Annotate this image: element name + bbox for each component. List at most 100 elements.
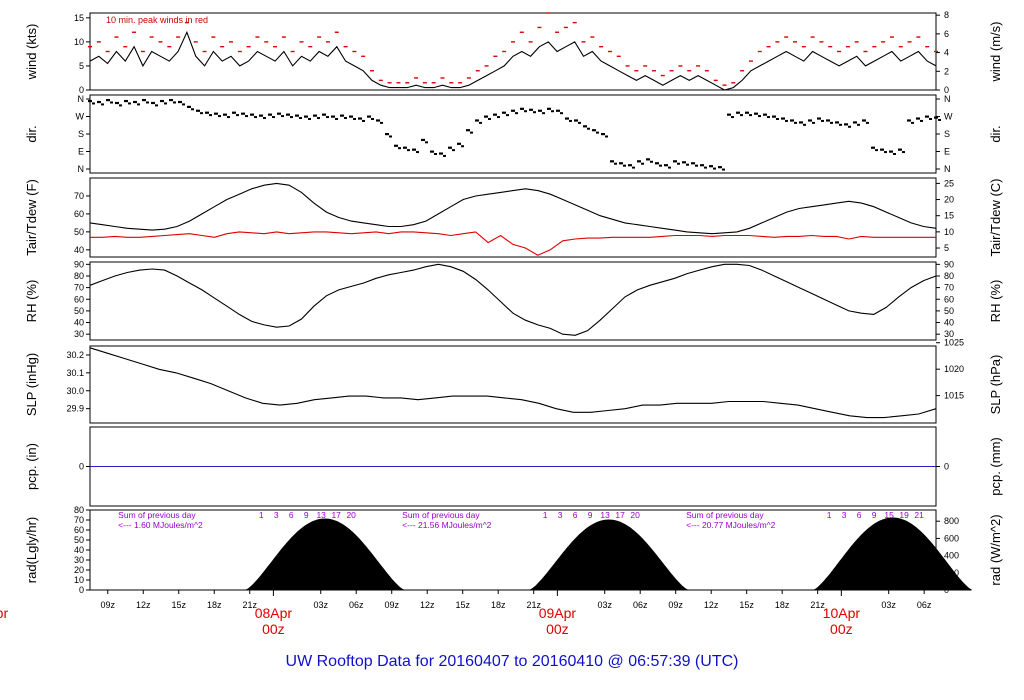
time-tick-label: 18z xyxy=(775,600,790,610)
dir-point xyxy=(340,114,344,117)
radiation-sum-note: Sum of previous day xyxy=(402,510,480,520)
dir-point xyxy=(911,121,914,124)
dir-point xyxy=(353,118,356,120)
dir-point xyxy=(236,114,239,117)
radiation-local-hour: 1 xyxy=(827,510,832,520)
radiation-ytick-label: 50 xyxy=(74,535,84,545)
dir-point xyxy=(709,165,713,168)
dir-point xyxy=(848,125,851,128)
radiation-local-hour: 9 xyxy=(588,510,593,520)
dir-point xyxy=(461,145,464,148)
dir-point xyxy=(430,150,434,153)
dir-point xyxy=(866,121,869,124)
dir-point xyxy=(605,135,608,138)
dir-point xyxy=(574,119,578,122)
radiation-local-hour: 19 xyxy=(899,510,909,520)
dir-point xyxy=(416,151,419,154)
dir-point xyxy=(920,119,923,122)
dir-point xyxy=(632,166,635,169)
radiation-sum-value: <--- 21.56 MJoules/m^2 xyxy=(402,520,492,530)
time-tick-label: 06z xyxy=(917,600,932,610)
rh-ytick-label: 90 xyxy=(74,259,84,269)
time-tick-label: 06z xyxy=(633,600,648,610)
slp-ytick-right-label: 1025 xyxy=(944,338,964,348)
dir-point xyxy=(452,149,455,152)
dir-point xyxy=(439,152,443,155)
dir-point xyxy=(749,114,752,117)
dir-point xyxy=(938,118,941,121)
dir-point xyxy=(232,111,236,114)
dir-point xyxy=(596,131,599,134)
radiation-ylabel-right: rad (W/m^2) xyxy=(988,514,1003,585)
dir-point xyxy=(614,162,617,165)
dir-point xyxy=(376,119,380,122)
wind-ytick-label: 10 xyxy=(74,37,84,47)
radiation-local-hour: 6 xyxy=(573,510,578,520)
dir-point xyxy=(745,111,749,114)
dir-point xyxy=(326,116,329,119)
dir-point xyxy=(898,148,902,151)
day-label-date: 10Apr xyxy=(823,605,861,621)
radiation-ytick-label: 30 xyxy=(74,555,84,565)
radiation-local-hour: 3 xyxy=(558,510,563,520)
dir-point xyxy=(272,116,275,119)
dir-point xyxy=(106,98,110,102)
temperature-ylabel-right: Tair/Tdew (C) xyxy=(988,178,1003,256)
day-label-date: 08Apr xyxy=(255,605,293,621)
precip-ytick-label: 0 xyxy=(79,462,84,472)
dir-point xyxy=(682,161,686,164)
dir-frame xyxy=(89,94,937,174)
wind-annotation: 10 min. peak winds in red xyxy=(106,15,208,25)
rh-frame xyxy=(89,261,937,341)
radiation-local-hour: 21 xyxy=(914,510,924,520)
dir-point xyxy=(790,119,794,122)
rh-series-line xyxy=(89,263,937,336)
dir-point xyxy=(205,111,209,114)
slp-series-line xyxy=(89,347,937,419)
dir-point xyxy=(776,118,779,120)
dir-point xyxy=(902,151,905,154)
day-label-hour: 00z xyxy=(546,621,569,637)
radiation-frame xyxy=(89,509,937,591)
dir-point xyxy=(362,119,365,122)
time-tick-label: 21z xyxy=(526,600,541,610)
temperature-ytick-right-label: 25 xyxy=(944,178,954,188)
dir-point xyxy=(227,116,230,119)
wind-ytick-right-label: 2 xyxy=(944,66,949,76)
dir-point xyxy=(443,154,446,157)
dir-point xyxy=(637,160,641,163)
slp-ytick-label: 30.1 xyxy=(66,368,84,378)
dir-point xyxy=(619,162,623,165)
dir-point xyxy=(394,144,398,147)
radiation-ylabel: rad(Lgly/hr) xyxy=(24,517,39,583)
dir-point xyxy=(290,116,293,119)
slp-ytick-right-label: 1020 xyxy=(944,364,964,374)
dir-point xyxy=(659,164,662,167)
temperature-ytick-right-label: 10 xyxy=(944,227,954,237)
rh-ylabel: RH (%) xyxy=(24,280,39,323)
time-tick-label: 09z xyxy=(668,600,683,610)
dir-ylabel-right: dir. xyxy=(988,125,1003,142)
radiation-local-hour: 6 xyxy=(289,510,294,520)
dir-point xyxy=(718,166,722,169)
radiation-local-hour: 17 xyxy=(615,510,625,520)
dir-point xyxy=(146,101,149,104)
day-label-hour: 00z xyxy=(830,621,853,637)
dir-point xyxy=(425,141,428,144)
dir-ytick-label: N xyxy=(78,94,85,104)
radiation-sum-value: <--- 20.77 MJoules/m^2 xyxy=(686,520,776,530)
dir-point xyxy=(736,111,740,114)
radiation-ytick-label: 40 xyxy=(74,545,84,555)
dir-ytick-right-label: W xyxy=(944,112,953,122)
dir-point xyxy=(817,117,821,120)
dir-point xyxy=(259,114,263,117)
dir-point xyxy=(119,104,122,107)
dir-point xyxy=(385,133,389,136)
dir-point xyxy=(115,101,119,105)
dir-point xyxy=(880,148,884,151)
dir-point xyxy=(214,112,218,115)
precip-ylabel-right: pcp. (mm) xyxy=(988,437,1003,496)
radiation-local-hour: 15 xyxy=(884,510,894,520)
day-label-hour: 00z xyxy=(0,621,1,637)
temperature-ytick-right-label: 15 xyxy=(944,211,954,221)
